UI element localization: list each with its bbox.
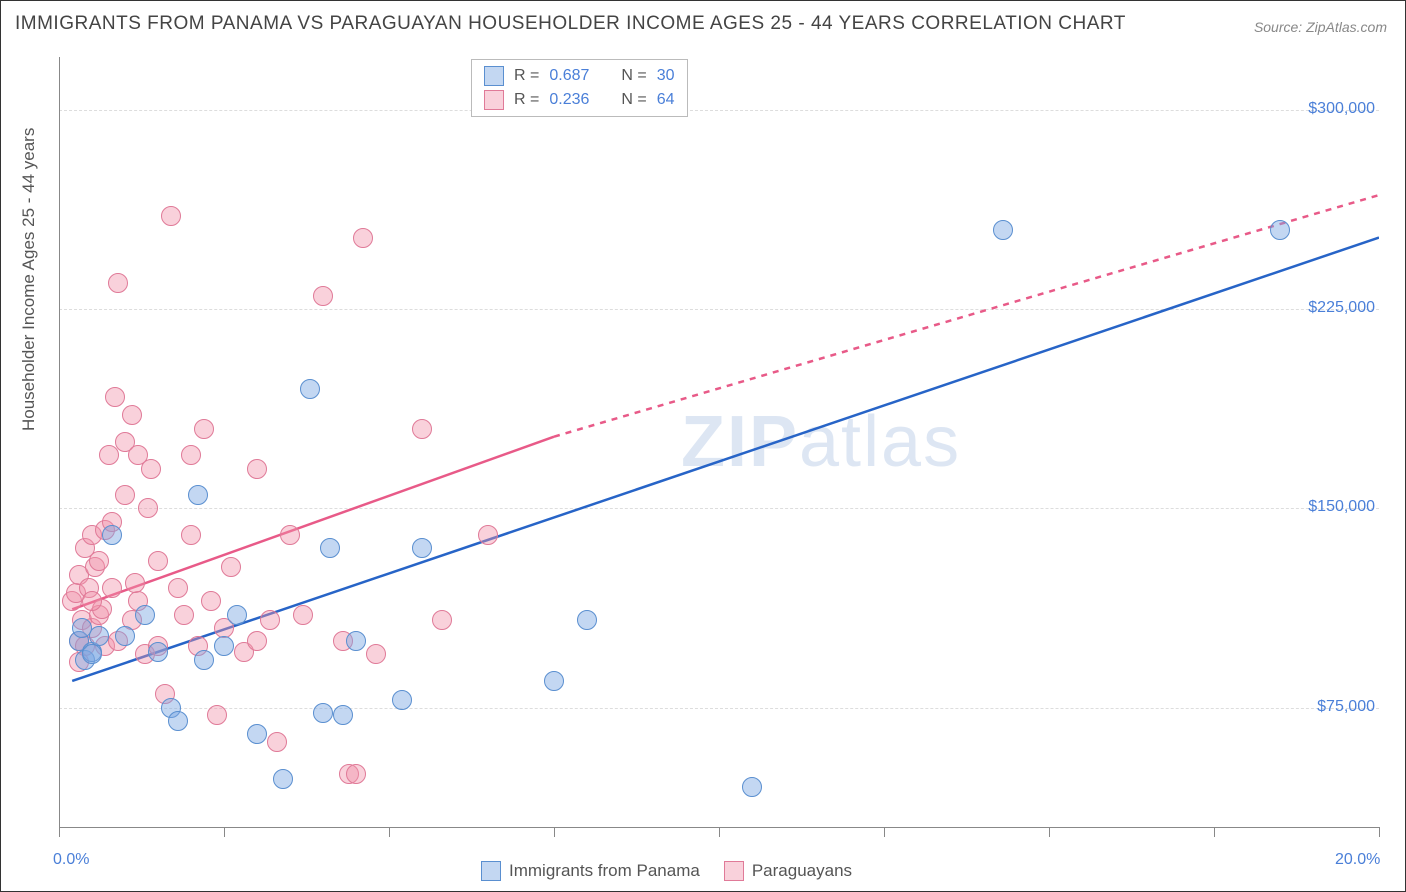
data-point xyxy=(280,525,300,545)
n-value: 64 xyxy=(657,91,675,109)
data-point xyxy=(320,538,340,558)
data-point xyxy=(174,605,194,625)
r-value: 0.236 xyxy=(549,91,589,109)
legend-swatch-panama xyxy=(484,66,504,86)
data-point xyxy=(221,557,241,577)
data-point xyxy=(346,631,366,651)
data-point xyxy=(148,642,168,662)
data-point xyxy=(273,769,293,789)
y-tick-label: $75,000 xyxy=(1317,698,1375,716)
data-point xyxy=(72,618,92,638)
data-point xyxy=(122,405,142,425)
n-label: N = xyxy=(621,91,646,109)
legend-swatch-paraguay xyxy=(724,861,744,881)
chart-title: IMMIGRANTS FROM PANAMA VS PARAGUAYAN HOU… xyxy=(15,13,1126,35)
data-point xyxy=(168,711,188,731)
legend-row: R = 0.687 N = 30 xyxy=(484,64,675,88)
data-point xyxy=(102,525,122,545)
legend-swatch-paraguay xyxy=(484,90,504,110)
x-axis-max-label: 20.0% xyxy=(1335,851,1380,869)
data-point xyxy=(141,459,161,479)
data-point xyxy=(102,578,122,598)
data-point xyxy=(148,551,168,571)
data-point xyxy=(333,705,353,725)
data-point xyxy=(577,610,597,630)
data-point xyxy=(115,626,135,646)
data-point xyxy=(267,732,287,752)
data-point xyxy=(138,498,158,518)
data-point xyxy=(194,650,214,670)
n-label: N = xyxy=(621,67,646,85)
x-axis-min-label: 0.0% xyxy=(53,851,89,869)
correlation-chart: IMMIGRANTS FROM PANAMA VS PARAGUAYAN HOU… xyxy=(0,0,1406,892)
data-point xyxy=(89,551,109,571)
data-point xyxy=(346,764,366,784)
data-point xyxy=(201,591,221,611)
n-value: 30 xyxy=(657,67,675,85)
data-point xyxy=(247,459,267,479)
r-label: R = xyxy=(514,91,539,109)
series-legend: Immigrants from Panama Paraguayans xyxy=(481,861,852,881)
data-point xyxy=(247,724,267,744)
data-point xyxy=(188,485,208,505)
data-point xyxy=(313,703,333,723)
data-point xyxy=(1270,220,1290,240)
data-point xyxy=(412,419,432,439)
data-point xyxy=(168,578,188,598)
data-point xyxy=(181,445,201,465)
data-point xyxy=(478,525,498,545)
legend-row: R = 0.236 N = 64 xyxy=(484,88,675,112)
y-tick-label: $300,000 xyxy=(1308,100,1375,118)
legend-item: Immigrants from Panama xyxy=(481,861,700,881)
data-point xyxy=(412,538,432,558)
data-point xyxy=(313,286,333,306)
r-value: 0.687 xyxy=(549,67,589,85)
data-point xyxy=(353,228,373,248)
data-point xyxy=(300,379,320,399)
data-point xyxy=(742,777,762,797)
data-point xyxy=(260,610,280,630)
r-label: R = xyxy=(514,67,539,85)
data-point xyxy=(161,206,181,226)
data-point xyxy=(99,445,119,465)
correlation-legend: R = 0.687 N = 30 R = 0.236 N = 64 xyxy=(471,59,688,117)
data-point xyxy=(432,610,452,630)
data-point xyxy=(227,605,247,625)
data-point xyxy=(392,690,412,710)
data-point xyxy=(207,705,227,725)
data-point xyxy=(544,671,564,691)
data-point xyxy=(366,644,386,664)
y-tick-label: $150,000 xyxy=(1308,498,1375,516)
legend-swatch-panama xyxy=(481,861,501,881)
data-point xyxy=(293,605,313,625)
data-point xyxy=(181,525,201,545)
data-point xyxy=(194,419,214,439)
legend-label: Immigrants from Panama xyxy=(509,861,700,881)
data-point xyxy=(993,220,1013,240)
data-point xyxy=(105,387,125,407)
legend-label: Paraguayans xyxy=(752,861,852,881)
data-point xyxy=(108,273,128,293)
data-point xyxy=(214,636,234,656)
data-point xyxy=(135,605,155,625)
y-tick-label: $225,000 xyxy=(1308,299,1375,317)
y-axis-label: Householder Income Ages 25 - 44 years xyxy=(19,128,39,431)
data-point xyxy=(82,644,102,664)
source-label: Source: ZipAtlas.com xyxy=(1254,19,1387,35)
data-point xyxy=(247,631,267,651)
legend-item: Paraguayans xyxy=(724,861,852,881)
trend-lines xyxy=(59,57,1379,827)
data-point xyxy=(125,573,145,593)
data-point xyxy=(115,485,135,505)
watermark: ZIPatlas xyxy=(681,401,961,483)
